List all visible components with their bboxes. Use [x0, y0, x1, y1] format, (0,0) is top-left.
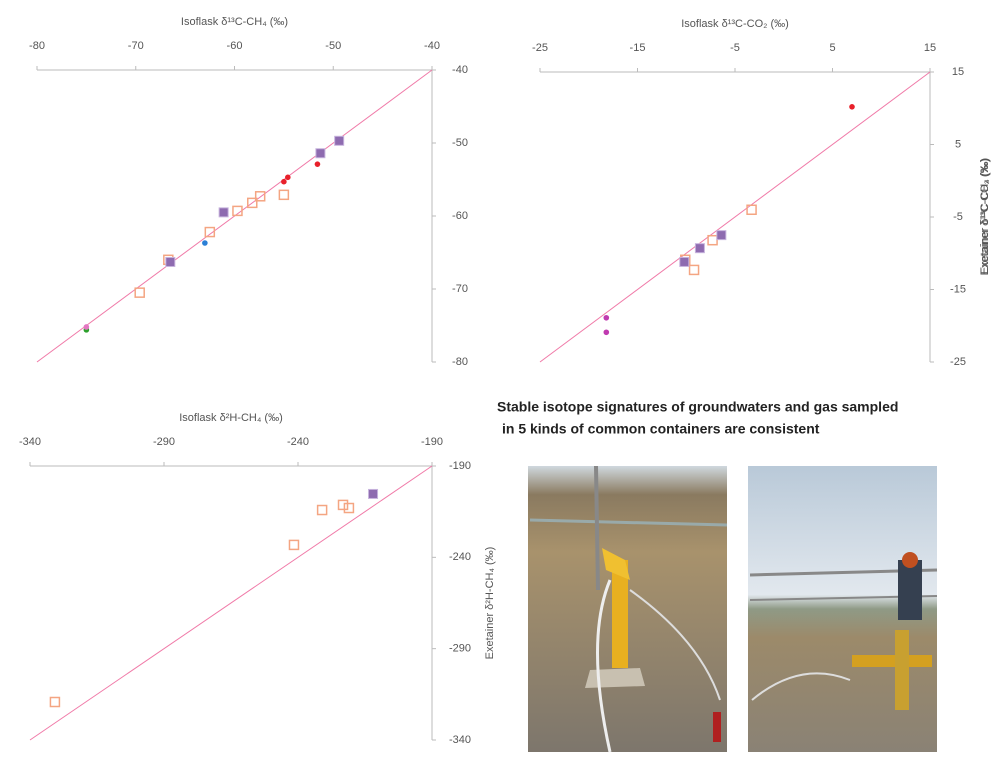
y-axis-title: Exetainer δ¹³C-CH₄ (‰)	[979, 158, 991, 274]
point	[316, 504, 328, 516]
y-tick-label: -240	[449, 551, 471, 563]
point	[679, 256, 690, 267]
point	[746, 204, 757, 215]
point	[254, 191, 266, 202]
identity-line	[29, 465, 433, 741]
point	[849, 104, 855, 110]
x-tick-label: -190	[421, 436, 443, 448]
point	[232, 205, 243, 217]
x-tick-label: -15	[630, 42, 646, 54]
x-tick-label: -240	[287, 436, 309, 448]
point	[134, 287, 145, 298]
x-tick-label: -5	[730, 42, 740, 54]
x-tick-label: -50	[325, 40, 341, 52]
y-tick-label: -70	[452, 283, 468, 295]
y-tick-label: 15	[952, 66, 964, 78]
x-axis-title: Isoflask δ¹³C-CH₄ (‰)	[181, 16, 288, 28]
caption-line: Stable isotope signatures of groundwater…	[497, 399, 898, 415]
point	[278, 189, 290, 201]
caption-line: in 5 kinds of common containers are cons…	[502, 421, 820, 437]
point	[83, 324, 90, 330]
point	[202, 240, 208, 246]
y-tick-label: -340	[449, 734, 471, 746]
x-tick-label: -25	[532, 42, 548, 54]
identity-line	[539, 71, 931, 363]
point	[204, 226, 216, 238]
y-tick-label: -50	[452, 137, 468, 149]
point	[343, 502, 355, 514]
point	[707, 234, 718, 246]
y-tick-label: -40	[452, 64, 468, 76]
x-tick-label: -70	[128, 40, 144, 52]
y-axis-title: Exetainer δ¹³C-CO₂ (‰)	[979, 159, 991, 276]
y-tick-label: -60	[452, 210, 468, 222]
y-tick-label: -25	[950, 356, 966, 368]
x-tick-label: -80	[29, 40, 45, 52]
x-tick-label: -40	[424, 40, 440, 52]
point	[603, 314, 610, 321]
point	[334, 135, 345, 146]
point	[315, 148, 326, 159]
point	[337, 499, 349, 511]
point	[288, 539, 300, 551]
x-axis-title: Isoflask δ²H-CH₄ (‰)	[179, 412, 283, 424]
point	[49, 696, 61, 708]
point	[285, 174, 291, 181]
photo-bore	[528, 465, 728, 753]
y-tick-label: -80	[452, 356, 468, 368]
point	[165, 256, 176, 267]
x-tick-label: -340	[19, 436, 41, 448]
point	[688, 264, 700, 276]
photo-wellhead	[748, 466, 938, 752]
y-tick-label: -190	[449, 460, 471, 472]
x-tick-label: -60	[227, 40, 243, 52]
point	[694, 243, 705, 254]
point	[281, 178, 287, 185]
point	[314, 161, 321, 167]
y-tick-label: 5	[955, 138, 961, 150]
point	[603, 329, 610, 336]
x-tick-label: 15	[924, 42, 936, 54]
x-axis-title: Isoflask δ¹³C-CO₂ (‰)	[681, 18, 789, 30]
point	[247, 197, 258, 209]
x-tick-label: 5	[829, 42, 835, 54]
point	[716, 230, 727, 241]
y-tick-label: -15	[950, 283, 966, 295]
y-axis-title: Exetainer δ²H-CH₄ (‰)	[484, 547, 496, 660]
point	[368, 488, 379, 499]
x-tick-label: -290	[153, 436, 175, 448]
point	[218, 207, 229, 218]
y-tick-label: -5	[953, 211, 963, 223]
y-tick-label: -290	[449, 643, 471, 655]
